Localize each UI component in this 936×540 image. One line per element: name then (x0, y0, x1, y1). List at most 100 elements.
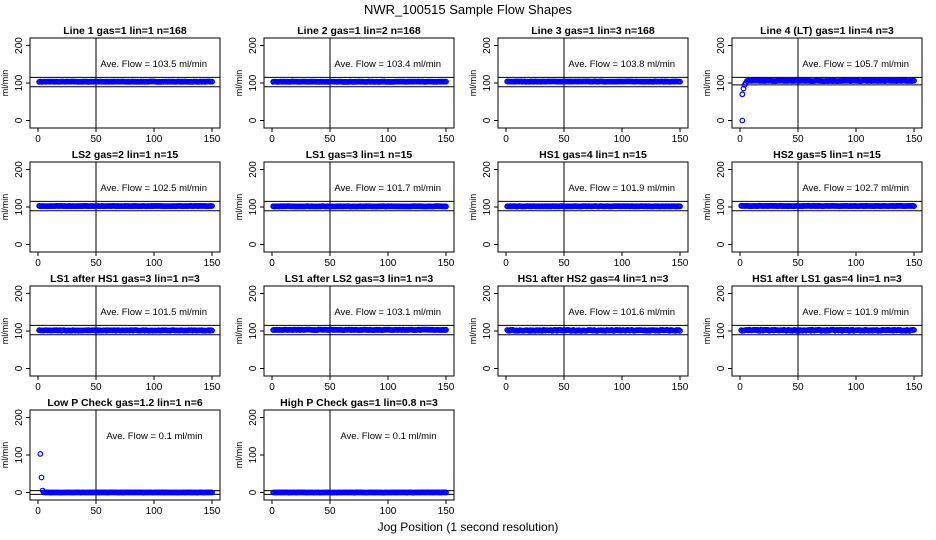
y-axis-label: ml/min (0, 194, 10, 221)
panel-title: LS1 after HS1 gas=3 lin=1 n=3 (50, 273, 200, 285)
average-flow-annotation: Ave. Flow = 101.5 ml/min (100, 307, 207, 318)
x-tick-label: 150 (204, 134, 221, 145)
plot-box (29, 409, 221, 501)
x-tick-label: 50 (90, 506, 102, 517)
x-tick-label: 0 (503, 258, 509, 269)
plot-box (263, 409, 455, 501)
chart-panel: HS1 gas=4 lin=1 n=15 0 50 100 150 0 100 200 ml/m… (468, 149, 689, 269)
y-tick-label: 200 (248, 409, 259, 426)
panel-title: Line 1 gas=1 lin=1 n=168 (63, 25, 187, 37)
data-point (443, 203, 449, 210)
panel-title: Line 2 gas=1 lin=2 n=168 (297, 25, 421, 37)
y-tick-label: 100 (14, 446, 25, 463)
y-axis-label: ml/min (0, 318, 10, 345)
x-tick-label: 0 (737, 258, 743, 269)
x-tick-label: 0 (35, 134, 41, 145)
x-tick-label: 150 (204, 382, 221, 393)
x-tick-label: 100 (380, 506, 397, 517)
y-tick-label: 0 (482, 241, 493, 247)
x-tick-label: 50 (558, 382, 570, 393)
x-tick-label: 150 (672, 382, 689, 393)
x-tick-label: 100 (614, 382, 631, 393)
x-tick-label: 0 (269, 382, 275, 393)
x-tick-label: 150 (438, 382, 455, 393)
panel-title: LS1 gas=3 lin=1 n=15 (306, 149, 413, 161)
y-tick-label: 200 (716, 37, 727, 54)
y-tick-label: 200 (14, 161, 25, 178)
x-tick-label: 0 (269, 506, 275, 517)
y-tick-label: 0 (716, 365, 727, 371)
y-tick-label: 0 (248, 365, 259, 371)
x-tick-label: 50 (324, 506, 336, 517)
y-tick-label: 200 (248, 37, 259, 54)
x-tick-label: 100 (380, 382, 397, 393)
average-flow-annotation: Ave. Flow = 103.4 ml/min (334, 59, 441, 70)
y-tick-label: 0 (14, 489, 25, 495)
y-tick-label: 200 (716, 161, 727, 178)
y-tick-label: 0 (14, 241, 25, 247)
y-axis-label: ml/min (234, 318, 244, 345)
x-tick-label: 100 (380, 258, 397, 269)
x-tick-label: 100 (146, 134, 163, 145)
y-axis-label: ml/min (702, 318, 712, 345)
panel-title: LS2 gas=2 lin=1 n=15 (72, 149, 179, 161)
y-tick-label: 0 (716, 117, 727, 123)
panel-title: Line 3 gas=1 lin=3 n=168 (531, 25, 655, 37)
x-tick-label: 50 (558, 134, 570, 145)
data-point (911, 327, 917, 333)
y-tick-label: 200 (248, 285, 259, 302)
y-tick-label: 0 (248, 241, 259, 247)
data-point (443, 78, 449, 85)
y-axis-label: ml/min (468, 318, 478, 345)
x-tick-label: 100 (614, 258, 631, 269)
x-tick-label: 150 (906, 382, 923, 393)
y-tick-label: 0 (14, 117, 25, 123)
y-axis-label: ml/min (468, 70, 478, 97)
panel-title: Low P Check gas=1.2 lin=1 n=6 (47, 397, 202, 409)
x-tick-label: 0 (269, 134, 275, 145)
panel-grid: Line 1 gas=1 lin=1 n=168 0 50 100 150 0 100 200… (0, 25, 923, 517)
x-tick-label: 100 (146, 258, 163, 269)
y-tick-label: 0 (248, 117, 259, 123)
x-tick-label: 100 (848, 258, 865, 269)
y-tick-label: 200 (14, 285, 25, 302)
chart-panel: LS1 gas=3 lin=1 n=15 0 50 100 150 0 100 200 ml/m… (234, 149, 455, 269)
x-tick-label: 100 (848, 382, 865, 393)
x-tick-label: 50 (324, 134, 336, 145)
y-tick-label: 200 (482, 37, 493, 54)
y-tick-label: 0 (248, 489, 259, 495)
x-tick-label: 150 (204, 506, 221, 517)
x-tick-label: 50 (792, 258, 804, 269)
y-tick-label: 0 (14, 365, 25, 371)
x-tick-label: 0 (737, 382, 743, 393)
x-tick-label: 100 (146, 506, 163, 517)
panel-title: HS1 gas=4 lin=1 n=15 (539, 149, 647, 161)
y-tick-label: 200 (482, 285, 493, 302)
chart-panel: Line 2 gas=1 lin=2 n=168 0 50 100 150 0 100 200… (234, 25, 455, 145)
x-tick-label: 50 (90, 258, 102, 269)
x-tick-label: 50 (324, 382, 336, 393)
y-axis-label: ml/min (234, 70, 244, 97)
chart-panel: LS1 after LS2 gas=3 lin=1 n=3 0 50 100 150 0 1… (234, 273, 455, 393)
average-flow-annotation: Ave. Flow = 101.9 ml/min (568, 183, 675, 194)
data-point (739, 91, 746, 98)
average-flow-annotation: Ave. Flow = 103.8 ml/min (568, 59, 675, 70)
x-tick-label: 0 (35, 506, 41, 517)
chart-panel: High P Check gas=1 lin=0.8 n=3 0 50 100 150 0… (234, 397, 455, 517)
x-tick-label: 100 (146, 382, 163, 393)
x-tick-label: 150 (438, 258, 455, 269)
y-axis-label: ml/min (702, 194, 712, 221)
y-tick-label: 0 (716, 241, 727, 247)
y-axis-label: ml/min (0, 442, 10, 469)
x-tick-label: 50 (792, 134, 804, 145)
panel-title: LS1 after LS2 gas=3 lin=1 n=3 (285, 273, 434, 285)
data-point (209, 78, 215, 85)
y-tick-label: 200 (14, 409, 25, 426)
x-tick-label: 50 (90, 382, 102, 393)
x-tick-label: 100 (848, 134, 865, 145)
data-point (209, 327, 215, 334)
panel-title: HS1 after HS2 gas=4 lin=1 n=3 (518, 273, 669, 285)
y-tick-label: 100 (482, 74, 493, 91)
data-point (677, 327, 683, 334)
x-tick-label: 50 (792, 382, 804, 393)
